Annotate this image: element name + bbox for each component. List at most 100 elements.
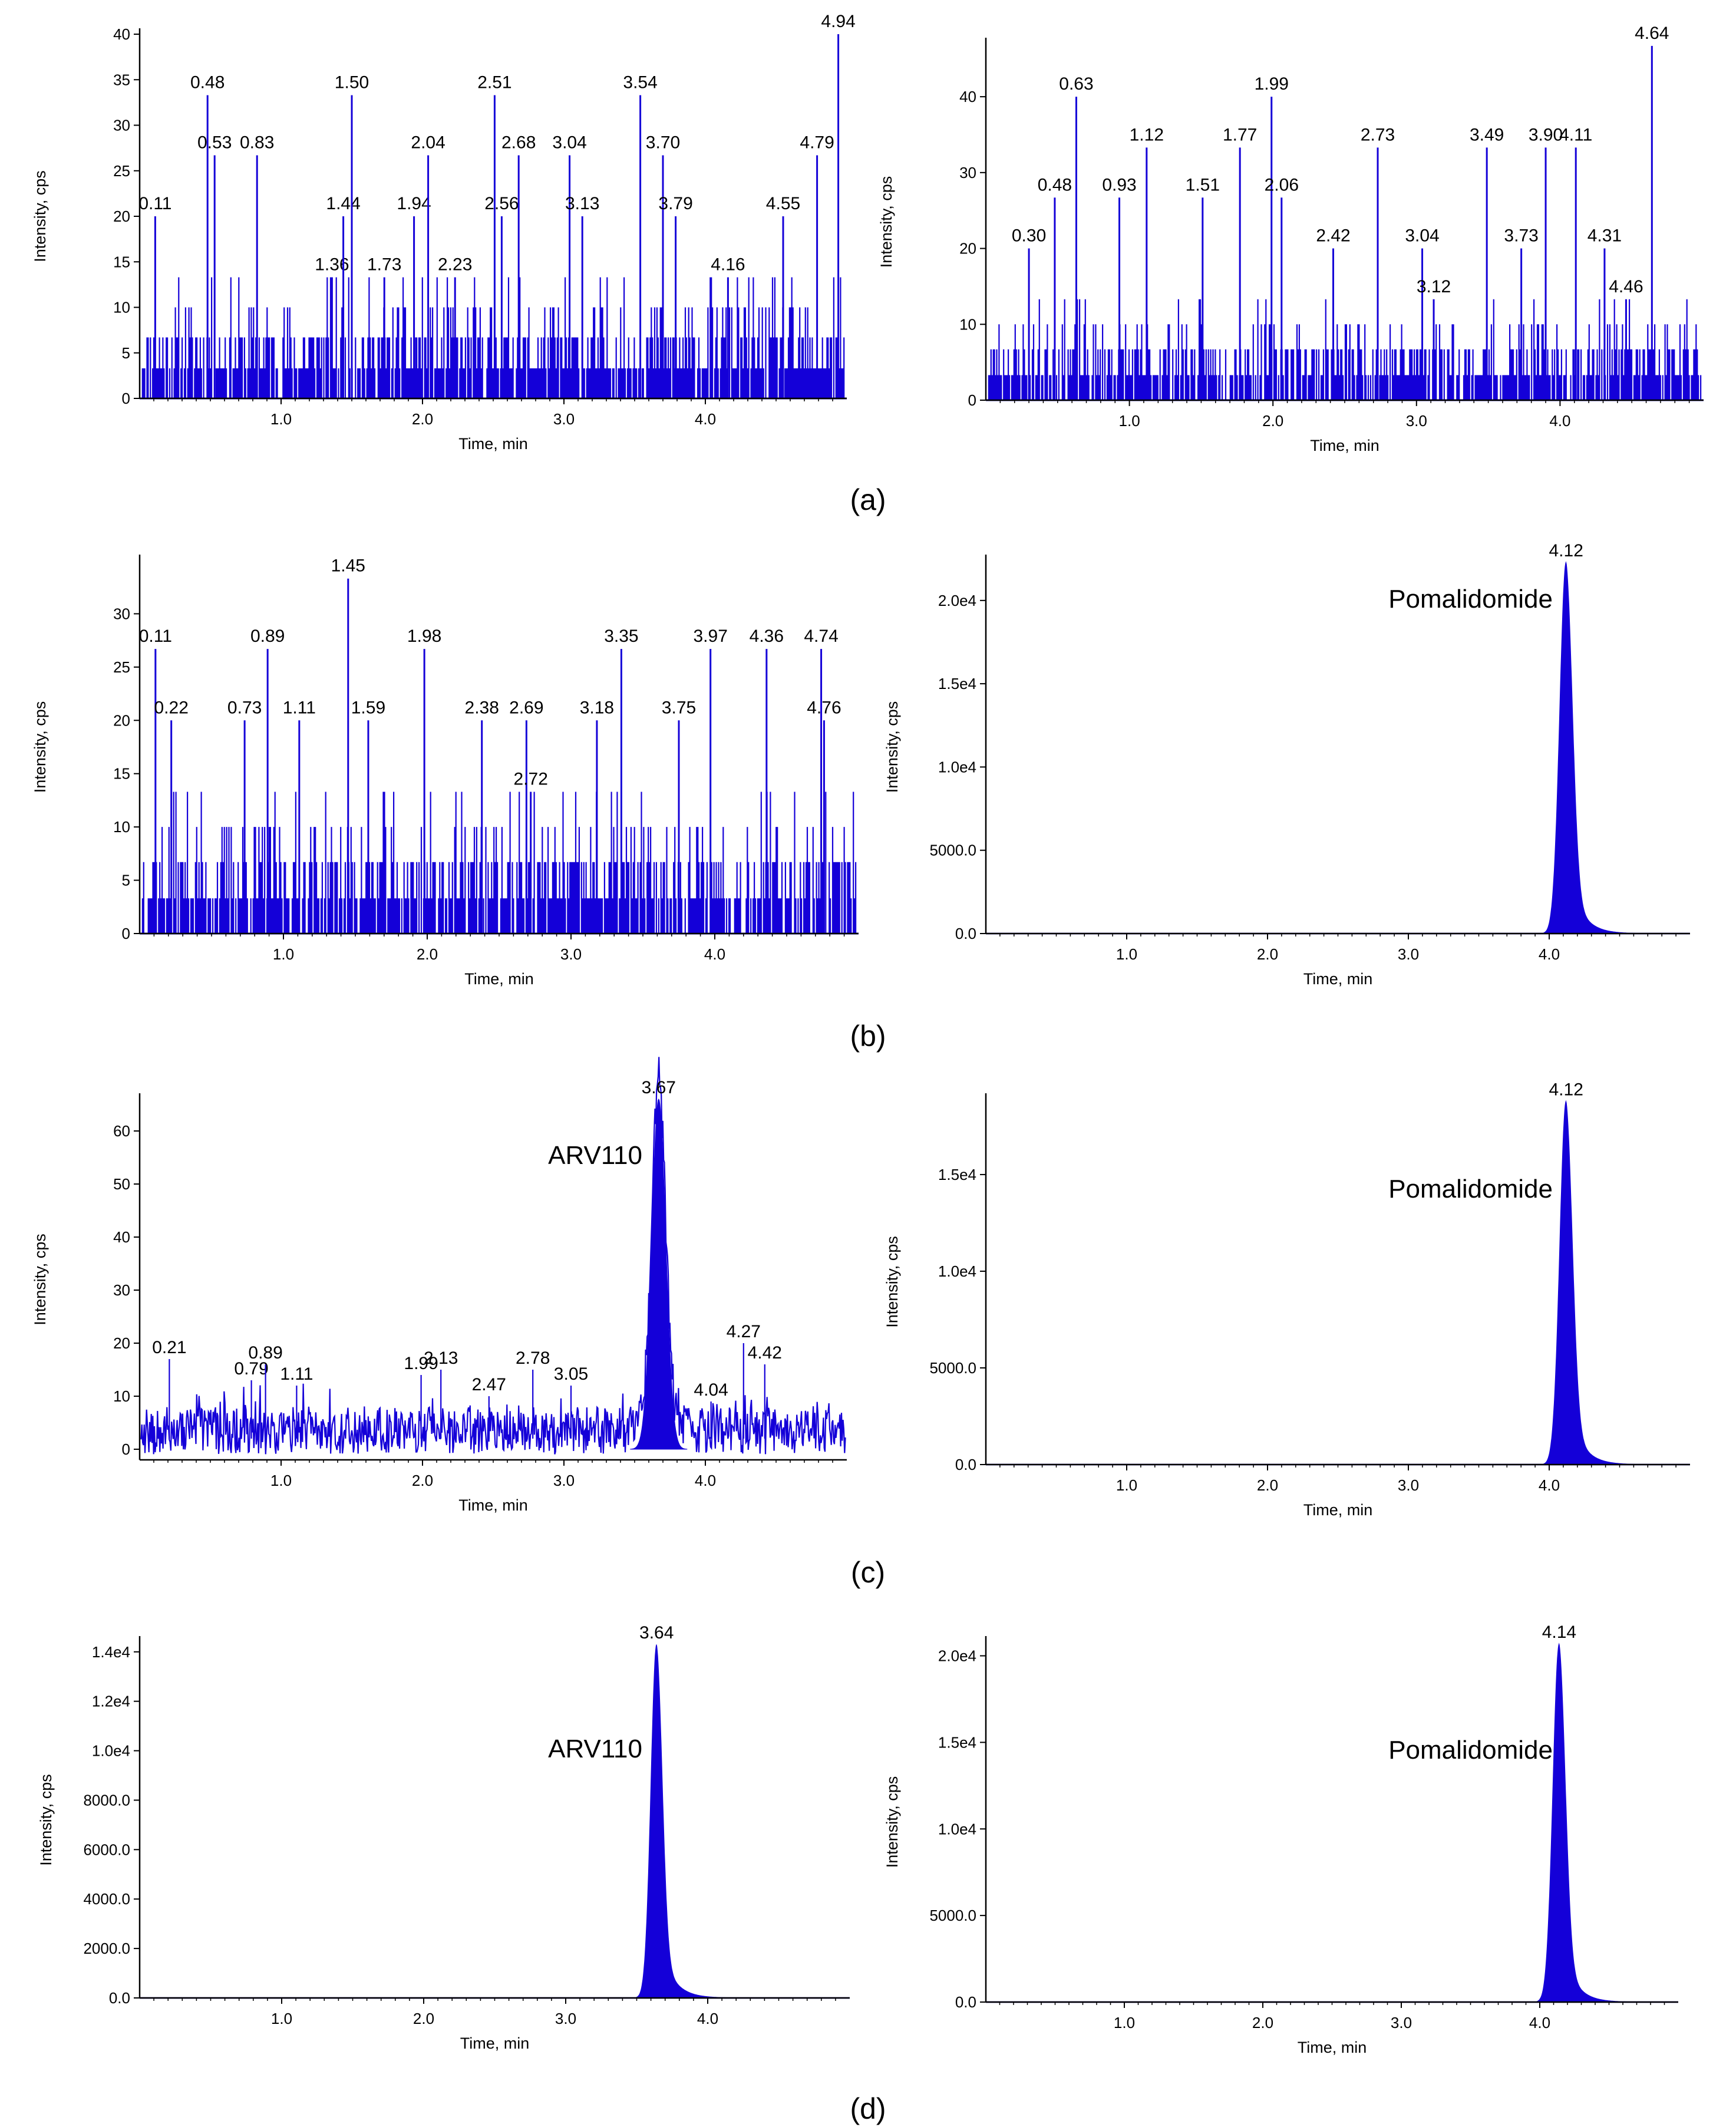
peak-label: 1.73 xyxy=(367,255,401,275)
peak-label: 3.35 xyxy=(604,626,638,646)
peak-label: 4.36 xyxy=(750,626,784,646)
y-tick-label: 10 xyxy=(959,315,976,333)
x-tick-label: 4.0 xyxy=(704,945,725,963)
peak-label: 0.30 xyxy=(1012,226,1046,246)
y-tick-label: 0 xyxy=(122,925,130,942)
chart-b-left: 0.11 0.22 0.73 0.89 1.11 1.45 1.59 1.98 2.38 2.69… xyxy=(31,555,859,988)
x-axis-title: Time, min xyxy=(464,970,534,988)
peak-label: 1.11 xyxy=(283,698,316,717)
x-tick-label: 2.0 xyxy=(1257,945,1278,963)
peak-label: 1.59 xyxy=(351,698,385,717)
y-tick-label: 30 xyxy=(113,1281,130,1299)
y-tick-label: 4000.0 xyxy=(83,1890,130,1908)
peak-label: 2.69 xyxy=(509,698,543,717)
y-tick-label: 20 xyxy=(113,711,130,729)
y-tick-label: 0 xyxy=(122,390,130,407)
x-tick-label: 3.0 xyxy=(1398,945,1419,963)
peak-label: 3.12 xyxy=(1417,277,1451,296)
peak-label: 1.45 xyxy=(331,556,365,576)
peak-label: 4.04 xyxy=(694,1380,728,1400)
x-tick-label: 2.0 xyxy=(1257,1476,1278,1494)
y-tick-label: 8000.0 xyxy=(83,1791,130,1809)
peak-label: 4.79 xyxy=(800,133,834,152)
y-tick-label: 1.0e4 xyxy=(938,1820,976,1838)
x-tick-label: 1.0 xyxy=(271,2010,292,2027)
x-tick-label: 4.0 xyxy=(1549,412,1570,430)
peak-label: 2.42 xyxy=(1316,226,1350,246)
x-axis-title: Time, min xyxy=(1298,2039,1367,2056)
y-tick-label: 15 xyxy=(113,253,130,271)
x-tick-label: 3.0 xyxy=(1406,412,1427,430)
y-axis-title: Intensity, cps xyxy=(883,701,901,793)
x-tick-label: 2.0 xyxy=(412,1472,433,1489)
noise-trace xyxy=(140,1057,846,1455)
compound-annotation: ARV110 xyxy=(548,1141,642,1170)
y-tick-label: 6000.0 xyxy=(83,1841,130,1858)
peak-label: 3.05 xyxy=(554,1364,588,1384)
x-tick-label: 3.0 xyxy=(1391,2014,1412,2032)
y-tick-label: 1.0e4 xyxy=(938,1262,976,1280)
x-tick-label: 2.0 xyxy=(1252,2014,1273,2032)
chart-c-right: 4.12 Pomalidomide 0.0 5000.0 1.0e4 1.5e4 1.0 2.… xyxy=(883,1080,1690,1519)
y-tick-label: 35 xyxy=(113,71,130,88)
y-tick-label: 2000.0 xyxy=(83,1940,130,1957)
peak-label: 0.48 xyxy=(1038,175,1072,194)
y-tick-label: 1.5e4 xyxy=(938,1733,976,1751)
main-peak-label: 3.67 xyxy=(642,1078,676,1097)
peak-label: 4.11 xyxy=(1559,125,1592,144)
x-tick-label: 3.0 xyxy=(553,1472,575,1489)
peak-label: 4.42 xyxy=(748,1343,782,1363)
y-tick-label: 10 xyxy=(113,1387,130,1405)
peak-label: 3.04 xyxy=(552,133,586,152)
x-tick-label: 3.0 xyxy=(1398,1476,1419,1494)
peak-label: 0.48 xyxy=(190,73,225,93)
peak-label: 2.68 xyxy=(501,133,536,152)
y-tick-label: 2.0e4 xyxy=(938,592,976,609)
peak-label: 3.79 xyxy=(658,194,692,213)
x-tick-label: 1.0 xyxy=(270,1472,292,1489)
x-tick-label: 1.0 xyxy=(270,410,292,428)
peak-label: 3.04 xyxy=(1405,226,1439,246)
y-tick-label: 60 xyxy=(113,1122,130,1140)
y-tick-label: 0.0 xyxy=(955,925,976,942)
peak-label: 1.94 xyxy=(397,194,431,213)
y-tick-label: 30 xyxy=(113,605,130,622)
y-tick-label: 25 xyxy=(113,162,130,180)
y-tick-label: 2.0e4 xyxy=(938,1647,976,1665)
y-tick-label: 1.5e4 xyxy=(938,1166,976,1183)
x-tick-label: 2.0 xyxy=(413,2010,434,2027)
peak-label: 3.70 xyxy=(646,133,680,152)
y-tick-label: 25 xyxy=(113,658,130,676)
y-tick-label: 1.5e4 xyxy=(938,675,976,692)
x-axis-title: Time, min xyxy=(460,2034,530,2052)
y-tick-label: 5000.0 xyxy=(929,1907,976,1924)
x-tick-label: 4.0 xyxy=(1529,2014,1550,2032)
chart-a-left: 0.110.480.53 0.831.361.441.501.731.942.04… xyxy=(31,12,856,453)
peak-label: 1.50 xyxy=(335,73,369,93)
peak-label: 3.97 xyxy=(693,626,727,646)
main-peak-label: 3.64 xyxy=(639,1623,674,1643)
y-tick-label: 40 xyxy=(113,25,130,43)
peak-label: 1.98 xyxy=(407,626,441,646)
y-tick-label: 30 xyxy=(959,164,976,182)
y-tick-label: 0 xyxy=(122,1440,130,1458)
y-tick-label: 15 xyxy=(113,765,130,783)
peak-label: 0.79 xyxy=(234,1359,268,1379)
peak-label: 4.46 xyxy=(1609,277,1643,296)
peak-label: 4.74 xyxy=(804,626,838,646)
y-axis-title: Intensity, cps xyxy=(31,170,49,262)
peak-label: 0.21 xyxy=(152,1338,186,1357)
x-tick-label: 4.0 xyxy=(1539,1476,1560,1494)
peak-label: 3.73 xyxy=(1504,226,1538,246)
peak-label: 1.77 xyxy=(1223,125,1257,144)
y-tick-label: 10 xyxy=(113,818,130,836)
noise-trace xyxy=(141,792,857,934)
x-tick-label: 2.0 xyxy=(417,945,438,963)
x-axis-title: Time, min xyxy=(1303,970,1373,988)
peak-label: 1.99 xyxy=(1255,74,1289,94)
compound-annotation: Pomalidomide xyxy=(1388,585,1553,614)
peak-label: 2.72 xyxy=(513,769,547,789)
y-tick-label: 1.4e4 xyxy=(92,1643,130,1661)
